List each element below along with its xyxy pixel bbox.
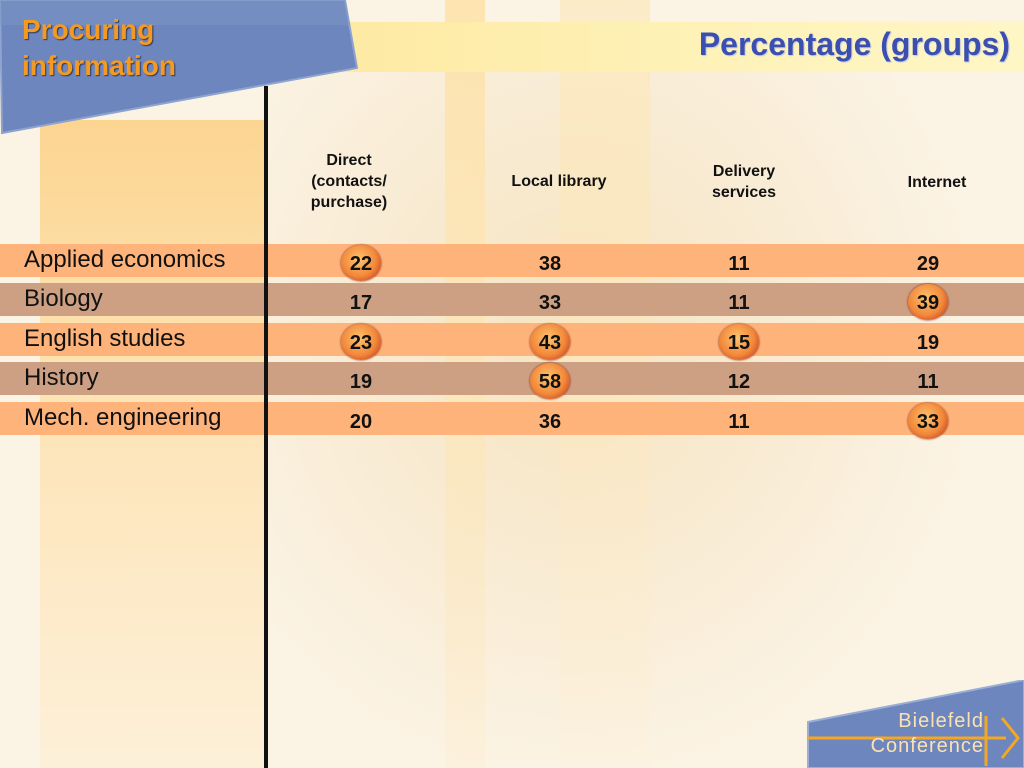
section-title: Procuring information [22,14,176,81]
row-label: English studies [24,325,186,352]
table-cell: 43 [510,323,590,360]
page-title: Percentage (groups) [698,26,1010,62]
row-label: History [24,364,99,391]
table-cell: 12 [727,371,751,393]
table-cell: 20 [349,411,373,433]
column-header-local-library: Local library [511,173,607,190]
table-cell: 19 [349,371,373,393]
table-cell: 19 [916,332,940,354]
table-row: Biology 17 33 11 39 [0,283,1024,320]
highlight-circle [530,363,570,399]
row-label: Mech. engineering [24,404,222,431]
table-cell: 11 [728,292,750,314]
row-label: Biology [24,285,103,312]
table-row: History 19 58 12 11 [0,362,1024,399]
highlight-circle [908,284,948,320]
background-band [40,120,265,768]
section-tab-shape [0,0,359,135]
table-cell: 58 [510,362,590,399]
bielefeld-conference-logo: Bielefeld Conference [806,680,1024,768]
table-row: Mech. engineering 20 36 11 33 [0,402,1024,439]
table-cell: 36 [538,411,562,433]
section-tab: Procuring information [0,0,360,135]
logo-shape [807,680,1024,768]
column-header-direct: Direct (contacts/ purchase) [310,152,388,211]
column-header-delivery-services: Delivery services [711,163,777,201]
table-cell: 33 [538,292,562,314]
column-header-internet: Internet [907,174,967,191]
header-bar [230,22,1024,72]
highlight-circle [341,324,381,360]
table-cell: 39 [888,283,968,320]
table-cell: 11 [728,411,750,433]
highlight-circle [908,403,948,439]
table-cell: 33 [888,402,968,439]
highlight-circle [341,245,381,281]
highlight-circle [719,324,759,360]
vertical-divider [264,86,268,768]
table-cell: 11 [728,253,750,275]
table-cell: 15 [699,323,779,360]
table-row: English studies 23 43 15 19 [0,323,1024,360]
table-cell: 38 [538,253,562,275]
table-cell: 22 [321,244,401,281]
table-cell: 17 [349,292,373,314]
highlight-circle [530,324,570,360]
row-label: Applied economics [24,246,226,273]
logo-line-2: Conference [870,735,984,757]
table-cell: 23 [321,323,401,360]
logo-line-1: Bielefeld [898,710,984,732]
table-row: Applied economics 22 38 11 29 [0,244,1024,281]
table-cell: 29 [916,253,940,275]
table-cell: 11 [917,371,939,393]
